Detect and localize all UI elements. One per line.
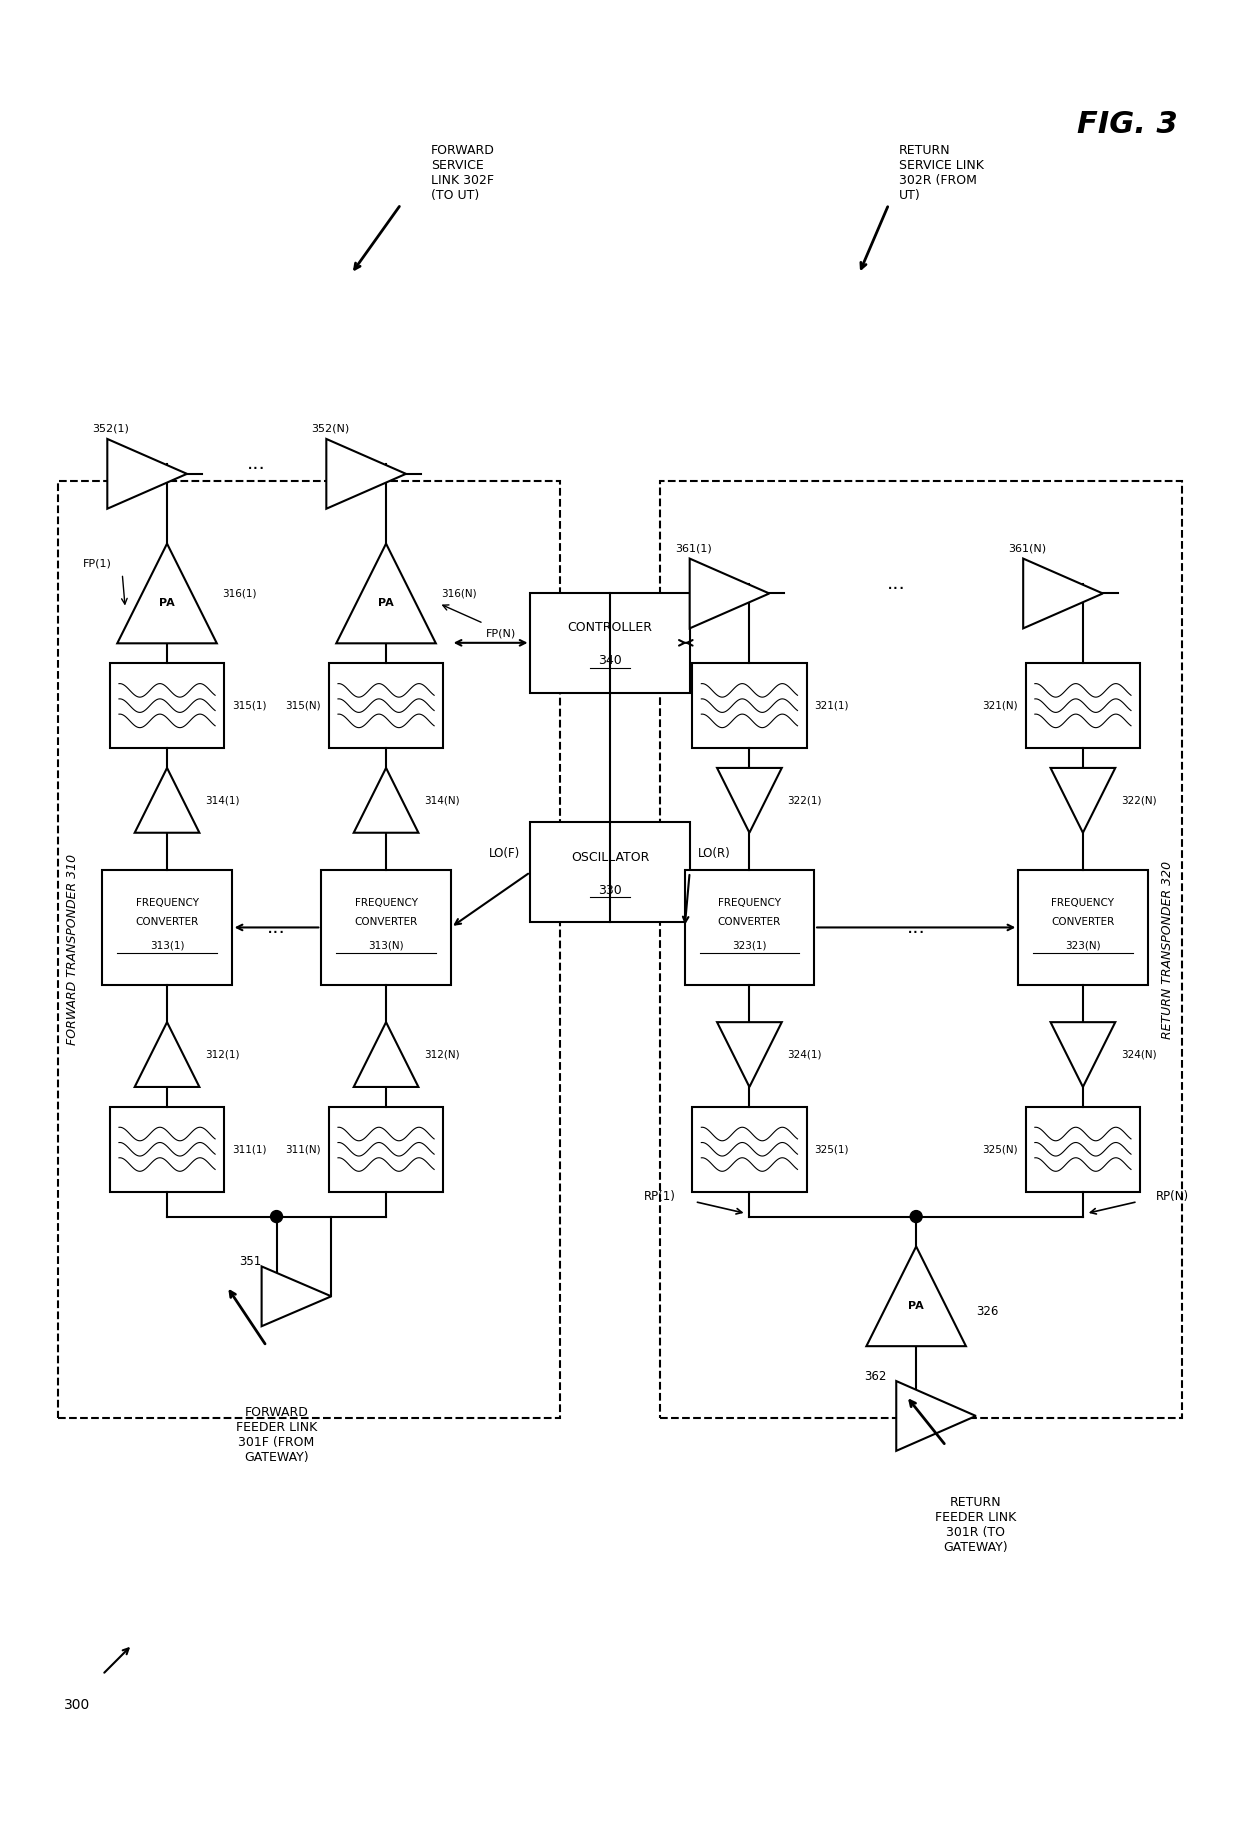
Text: 352(N): 352(N) [311, 425, 350, 434]
Bar [684, 871, 815, 984]
Bar [531, 822, 689, 922]
Text: 322(N): 322(N) [1121, 796, 1157, 805]
Text: 325(N): 325(N) [982, 1144, 1018, 1155]
Text: CONVERTER: CONVERTER [355, 918, 418, 927]
Text: OSCILLATOR: OSCILLATOR [570, 851, 650, 864]
Text: 315(N): 315(N) [285, 701, 321, 711]
Text: RETURN TRANSPONDER 320: RETURN TRANSPONDER 320 [1161, 860, 1174, 1039]
Text: 313(N): 313(N) [368, 940, 404, 951]
Text: 362: 362 [864, 1370, 887, 1383]
Polygon shape [1050, 767, 1115, 833]
Text: FREQUENCY: FREQUENCY [135, 898, 198, 907]
Text: 315(1): 315(1) [232, 701, 267, 711]
Text: 314(1): 314(1) [205, 796, 239, 805]
Text: PA: PA [908, 1301, 924, 1312]
Polygon shape [717, 1022, 781, 1088]
Text: FP(N): FP(N) [486, 629, 516, 638]
Text: 322(1): 322(1) [787, 796, 822, 805]
Text: 314(N): 314(N) [424, 796, 460, 805]
Text: 326: 326 [976, 1305, 998, 1317]
Bar [329, 1108, 443, 1192]
Bar [329, 663, 443, 749]
Text: 312(1): 312(1) [205, 1049, 239, 1060]
Polygon shape [353, 1022, 418, 1088]
Text: PA: PA [378, 598, 394, 609]
Polygon shape [118, 543, 217, 643]
Polygon shape [1050, 1022, 1115, 1088]
Polygon shape [135, 1022, 200, 1088]
Text: ...: ... [267, 918, 286, 937]
Polygon shape [262, 1266, 331, 1326]
Bar [531, 592, 689, 692]
Text: 300: 300 [64, 1698, 91, 1711]
Text: 361(N): 361(N) [1008, 543, 1047, 554]
Text: 361(1): 361(1) [675, 543, 712, 554]
Text: CONTROLLER: CONTROLLER [568, 621, 652, 634]
Text: 311(N): 311(N) [285, 1144, 321, 1155]
Bar [692, 663, 807, 749]
Text: 323(1): 323(1) [732, 940, 766, 951]
Text: 324(N): 324(N) [1121, 1049, 1157, 1060]
Polygon shape [689, 559, 769, 629]
Text: RETURN
SERVICE LINK
302R (FROM
UT): RETURN SERVICE LINK 302R (FROM UT) [899, 144, 983, 202]
Bar [1025, 663, 1140, 749]
Polygon shape [897, 1381, 976, 1450]
Text: CONVERTER: CONVERTER [1052, 918, 1115, 927]
Text: LO(R): LO(R) [698, 847, 730, 860]
Text: ...: ... [247, 454, 267, 474]
Polygon shape [326, 439, 405, 508]
Polygon shape [1023, 559, 1102, 629]
Text: FP(1): FP(1) [82, 559, 112, 568]
Text: CONVERTER: CONVERTER [718, 918, 781, 927]
Text: FORWARD TRANSPONDER 310: FORWARD TRANSPONDER 310 [66, 855, 79, 1046]
Text: 316(N): 316(N) [440, 589, 476, 598]
Text: 313(1): 313(1) [150, 940, 185, 951]
Circle shape [270, 1210, 283, 1223]
Polygon shape [867, 1246, 966, 1346]
Text: FREQUENCY: FREQUENCY [355, 898, 418, 907]
Text: 312(N): 312(N) [424, 1049, 460, 1060]
Text: 316(1): 316(1) [222, 589, 257, 598]
Text: RETURN
FEEDER LINK
301R (TO
GATEWAY): RETURN FEEDER LINK 301R (TO GATEWAY) [935, 1496, 1017, 1554]
Text: 351: 351 [239, 1255, 262, 1268]
Bar [321, 871, 451, 984]
Text: FREQUENCY: FREQUENCY [1052, 898, 1115, 907]
Text: 340: 340 [598, 654, 622, 667]
Polygon shape [353, 767, 418, 833]
Text: LO(F): LO(F) [490, 847, 521, 860]
Text: 324(1): 324(1) [787, 1049, 822, 1060]
Bar [110, 1108, 224, 1192]
Text: 352(1): 352(1) [92, 425, 129, 434]
Bar [57, 481, 560, 1419]
Circle shape [910, 1210, 923, 1223]
Text: CONVERTER: CONVERTER [135, 918, 198, 927]
Polygon shape [717, 767, 781, 833]
Text: 321(N): 321(N) [982, 701, 1018, 711]
Bar [692, 1108, 807, 1192]
Text: 321(1): 321(1) [815, 701, 849, 711]
Bar [1025, 1108, 1140, 1192]
Text: PA: PA [159, 598, 175, 609]
Text: ...: ... [887, 574, 905, 592]
Text: FORWARD
FEEDER LINK
301F (FROM
GATEWAY): FORWARD FEEDER LINK 301F (FROM GATEWAY) [236, 1407, 317, 1465]
Bar [660, 481, 1183, 1419]
Text: 325(1): 325(1) [815, 1144, 849, 1155]
Polygon shape [135, 767, 200, 833]
Bar [1018, 871, 1148, 984]
Text: FREQUENCY: FREQUENCY [718, 898, 781, 907]
Text: 330: 330 [598, 884, 622, 896]
Bar [103, 871, 232, 984]
Polygon shape [108, 439, 187, 508]
Text: RP(1): RP(1) [644, 1190, 676, 1203]
Text: FIG. 3: FIG. 3 [1078, 109, 1178, 138]
Polygon shape [336, 543, 435, 643]
Text: RP(N): RP(N) [1156, 1190, 1189, 1203]
Text: FORWARD
SERVICE
LINK 302F
(TO UT): FORWARD SERVICE LINK 302F (TO UT) [430, 144, 495, 202]
Text: ...: ... [906, 918, 925, 937]
Text: 323(N): 323(N) [1065, 940, 1101, 951]
Text: 311(1): 311(1) [232, 1144, 267, 1155]
Bar [110, 663, 224, 749]
